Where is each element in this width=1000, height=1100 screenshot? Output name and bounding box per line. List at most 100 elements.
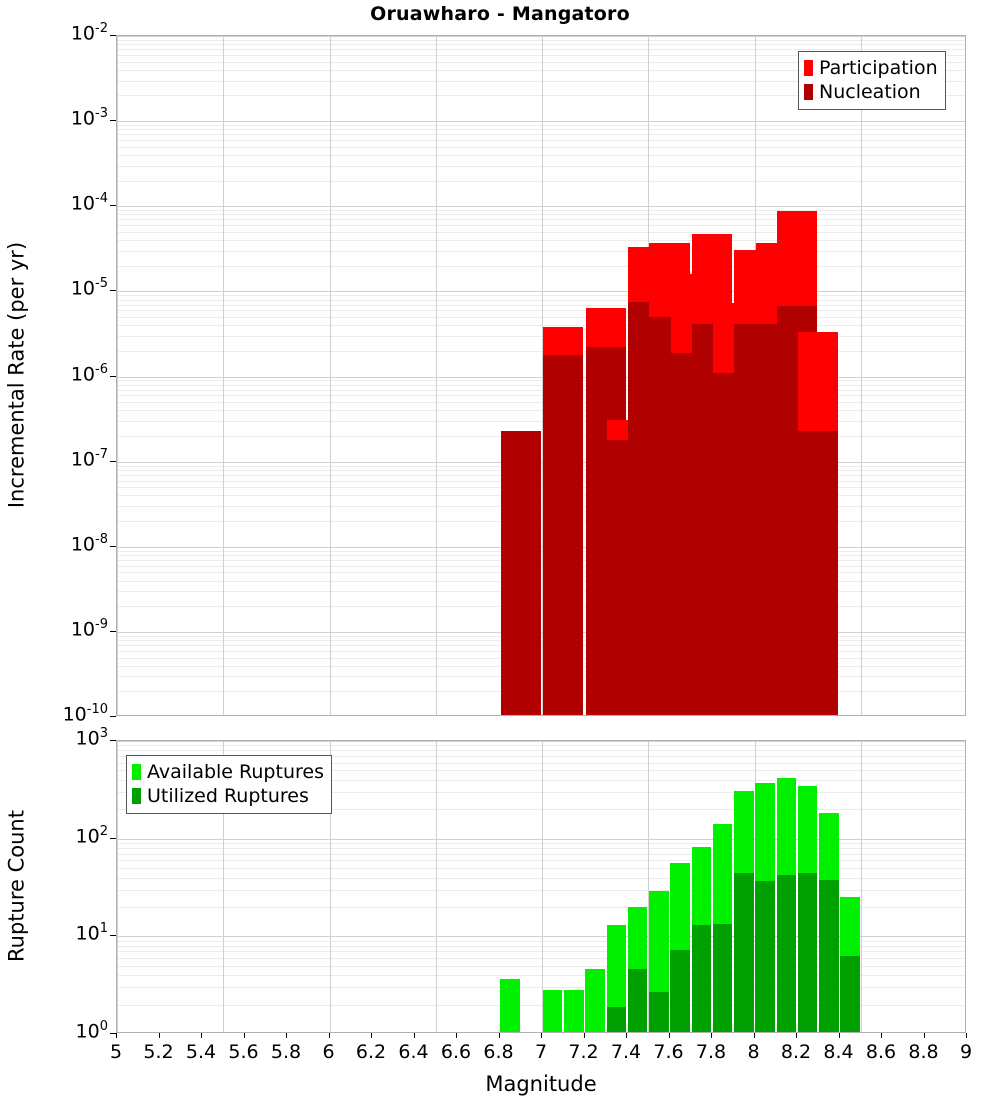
grid-line-minor bbox=[117, 495, 965, 497]
legend-item-available-ruptures[interactable]: Available Ruptures bbox=[132, 760, 324, 784]
bottom-legend: Available Ruptures Utilized Ruptures bbox=[126, 755, 332, 814]
bar-utilized-ruptures bbox=[755, 880, 775, 1032]
grid-line-vertical bbox=[542, 741, 543, 1032]
bar-available-ruptures bbox=[500, 978, 520, 1032]
y-axis-tick-label: 102 bbox=[75, 823, 108, 847]
grid-line-minor bbox=[117, 521, 965, 523]
bar-nucleation bbox=[543, 354, 584, 715]
grid-line-minor bbox=[117, 580, 965, 582]
bar-nucleation bbox=[798, 430, 839, 715]
grid-line-minor bbox=[117, 951, 965, 953]
grid-line-minor bbox=[117, 335, 965, 337]
x-axis-tick-mark bbox=[371, 1033, 372, 1038]
bar-utilized-ruptures bbox=[691, 925, 712, 1032]
x-axis-tick-mark bbox=[668, 1033, 670, 1038]
grid-line-minor bbox=[117, 380, 965, 382]
bar-utilized-ruptures bbox=[627, 969, 648, 1032]
grid-line-minor bbox=[117, 395, 965, 397]
grid-line-minor bbox=[117, 54, 965, 56]
x-axis-tick-label: 7.2 bbox=[568, 1041, 599, 1063]
grid-line-minor bbox=[117, 180, 965, 182]
bar-utilized-ruptures bbox=[606, 1006, 627, 1032]
y-axis-tick-mark bbox=[110, 290, 116, 292]
y-axis-tick-mark bbox=[110, 205, 116, 207]
grid-line-minor bbox=[117, 480, 965, 482]
grid-line-vertical bbox=[860, 741, 862, 1032]
grid-line-major bbox=[117, 741, 965, 742]
grid-line-major bbox=[117, 291, 965, 293]
bar-utilized-ruptures bbox=[712, 923, 733, 1032]
grid-line-minor bbox=[117, 465, 965, 467]
grid-line-vertical bbox=[648, 741, 650, 1032]
grid-line-minor bbox=[117, 231, 965, 233]
bar-available-ruptures bbox=[564, 990, 584, 1032]
grid-line-minor bbox=[117, 645, 965, 647]
grid-line-minor bbox=[117, 676, 965, 678]
grid-line-major bbox=[117, 376, 965, 378]
grid-line-major bbox=[117, 631, 965, 633]
legend-swatch-nucleation bbox=[804, 84, 813, 100]
y-axis-tick-mark bbox=[110, 630, 116, 632]
grid-line-minor bbox=[117, 756, 965, 758]
x-axis-tick-mark bbox=[881, 1033, 882, 1038]
grid-line-minor bbox=[117, 389, 965, 391]
grid-line-major bbox=[117, 206, 965, 208]
y-axis-tick-label: 10-7 bbox=[70, 446, 108, 470]
x-axis-tick-mark bbox=[456, 1033, 457, 1038]
bar-utilized-ruptures bbox=[819, 879, 839, 1032]
grid-line-minor bbox=[117, 240, 965, 242]
grid-line-vertical bbox=[754, 741, 756, 1032]
x-axis-tick-mark bbox=[413, 1033, 415, 1038]
grid-line-minor bbox=[117, 304, 965, 306]
bar-utilized-ruptures bbox=[670, 950, 690, 1032]
x-axis-tick-mark bbox=[626, 1033, 627, 1038]
y-axis-tick-label: 10-5 bbox=[70, 276, 108, 300]
y-axis-tick-mark bbox=[110, 375, 116, 377]
grid-line-minor bbox=[117, 779, 965, 781]
y-axis-tick-label: 10-8 bbox=[70, 531, 108, 556]
grid-line-minor bbox=[117, 506, 965, 508]
grid-line-minor bbox=[117, 848, 965, 850]
bar-utilized-ruptures bbox=[649, 991, 669, 1032]
x-axis-tick-label: 5.4 bbox=[185, 1041, 217, 1063]
grid-line-minor bbox=[117, 384, 965, 386]
grid-line-vertical bbox=[329, 741, 331, 1032]
top-y-axis-label: Incremental Rate (per yr) bbox=[4, 241, 28, 508]
grid-line-vertical bbox=[117, 36, 118, 715]
legend-item-utilized-ruptures[interactable]: Utilized Ruptures bbox=[132, 784, 324, 808]
y-axis-tick-mark bbox=[110, 1033, 116, 1034]
x-axis-tick-label: 5.6 bbox=[228, 1041, 259, 1063]
x-axis-tick-mark bbox=[838, 1033, 840, 1038]
x-axis-tick-mark bbox=[116, 1033, 117, 1038]
y-axis-tick-label: 100 bbox=[75, 1019, 108, 1043]
grid-line-minor bbox=[117, 762, 965, 764]
grid-line-minor bbox=[117, 987, 965, 989]
x-axis-tick-label: 9 bbox=[959, 1041, 973, 1063]
grid-line-minor bbox=[117, 69, 965, 71]
grid-line-minor bbox=[117, 299, 965, 301]
grid-line-minor bbox=[117, 421, 965, 422]
grid-line-minor bbox=[117, 691, 965, 693]
x-axis-tick-mark bbox=[583, 1033, 585, 1038]
legend-label-participation: Participation bbox=[819, 56, 938, 79]
grid-line-vertical bbox=[223, 36, 225, 715]
grid-line-minor bbox=[117, 860, 965, 862]
x-axis-tick-label: 7.4 bbox=[610, 1041, 642, 1063]
legend-item-nucleation[interactable]: Nucleation bbox=[804, 80, 938, 104]
grid-line-minor bbox=[117, 295, 965, 297]
x-axis-tick-label: 6 bbox=[322, 1041, 335, 1063]
grid-line-vertical bbox=[117, 741, 118, 1032]
grid-line-minor bbox=[117, 572, 965, 574]
grid-line-minor bbox=[117, 750, 965, 752]
grid-line-minor bbox=[117, 80, 965, 82]
x-axis-tick-mark bbox=[753, 1033, 755, 1038]
legend-item-participation[interactable]: Participation bbox=[804, 56, 938, 80]
grid-line-minor bbox=[117, 606, 965, 608]
grid-line-minor bbox=[117, 554, 965, 556]
grid-line-minor bbox=[117, 250, 965, 252]
bar-utilized-ruptures bbox=[840, 955, 860, 1032]
bar-available-ruptures bbox=[606, 925, 627, 1032]
grid-line-minor bbox=[117, 140, 965, 141]
grid-line-minor bbox=[117, 889, 965, 891]
incremental-rate-plot-area bbox=[116, 35, 966, 716]
